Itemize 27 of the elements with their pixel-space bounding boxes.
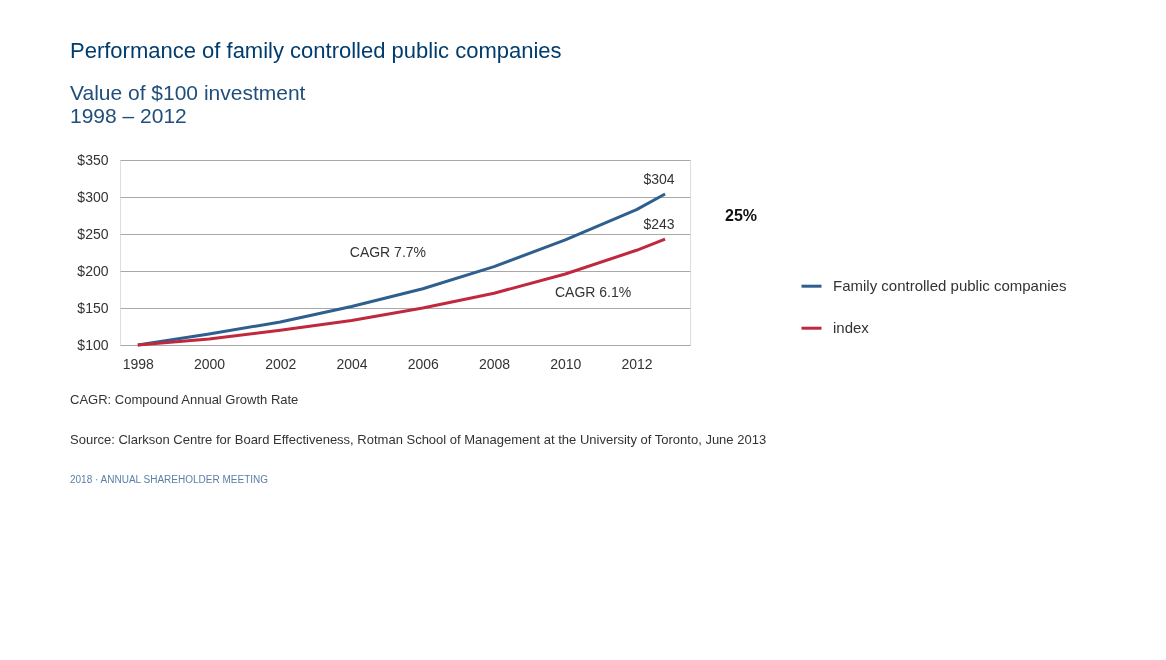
text: 25% — [725, 206, 758, 224]
x-tick-label: 1998 — [122, 355, 155, 372]
text: 2018 · ANNUAL SHAREHOLDER MEETING — [70, 474, 269, 485]
y-tick-label: $250 — [77, 225, 109, 242]
x-tick-label: 2000 — [193, 355, 226, 372]
annotation: $243 — [643, 216, 675, 233]
y-tick-label: $300 — [77, 188, 109, 205]
x-tick-label: 2006 — [407, 355, 440, 372]
x-tick-label: 2002 — [265, 355, 297, 372]
chart-title: Performance of family controlled public companies — [70, 38, 562, 63]
x-tick-label: 2010 — [550, 355, 582, 372]
x-tick-label: 2008 — [478, 355, 511, 372]
x-tick-label: 2004 — [336, 355, 368, 372]
y-tick-label: $200 — [77, 262, 109, 279]
legend-label: Family controlled public companies — [833, 277, 1067, 295]
legend-label: index — [833, 319, 870, 337]
chart-subtitle: Value of $100 investment 1998 – 2012 — [70, 81, 306, 127]
x-tick-label: 2012 — [621, 355, 653, 372]
source-note: Source: Clarkson Centre for Board Effectiveness, Rotman School of Management at the University of Toronto, June 2013 — [70, 432, 767, 447]
line-series — [136, 237, 667, 347]
y-tick-label: $100 — [77, 336, 109, 353]
y-tick-label: $350 — [77, 151, 109, 168]
text: CAGR: Compound Annual Growth Rate — [70, 392, 299, 407]
annotation: $304 — [643, 171, 675, 188]
annotation: CAGR 7.7% — [349, 243, 427, 260]
annotation: CAGR 6.1% — [554, 284, 632, 301]
y-tick-label: $150 — [77, 299, 109, 316]
